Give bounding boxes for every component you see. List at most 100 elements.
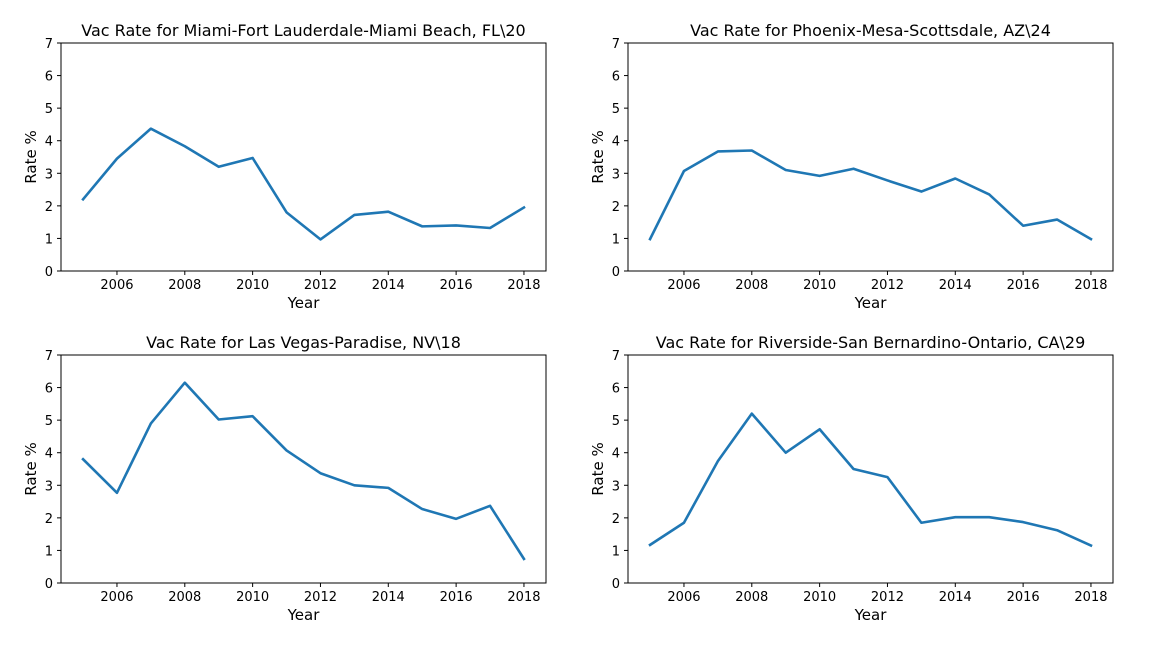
y-axis-label: Rate %	[22, 130, 40, 183]
x-tick-label: 2010	[236, 278, 269, 293]
data-point	[852, 467, 856, 471]
x-tick-label: 2014	[939, 278, 972, 293]
x-tick-label: 2018	[1074, 278, 1107, 293]
chart-title: Vac Rate for Phoenix-Mesa-Scottsdale, AZ…	[690, 21, 1051, 40]
data-point	[217, 165, 221, 169]
data-point	[953, 177, 957, 181]
x-tick-label: 2012	[304, 590, 337, 605]
y-tick-label: 7	[612, 37, 620, 52]
data-point	[81, 197, 85, 201]
data-point	[1055, 528, 1059, 532]
data-point	[149, 421, 153, 425]
data-point	[217, 417, 221, 421]
y-tick-label: 7	[612, 349, 620, 364]
x-tick-label: 2016	[1007, 590, 1040, 605]
y-tick-label: 3	[45, 167, 53, 182]
y-tick-label: 1	[45, 232, 53, 247]
data-point	[420, 507, 424, 511]
x-tick-label: 2016	[1007, 278, 1040, 293]
data-point	[386, 210, 390, 214]
x-tick-label: 2014	[372, 278, 405, 293]
data-point	[115, 491, 119, 495]
y-tick-label: 3	[612, 167, 620, 182]
data-point	[818, 427, 822, 431]
data-point	[987, 515, 991, 519]
data-point	[488, 226, 492, 230]
x-axis-label: Year	[287, 294, 321, 312]
x-axis-label: Year	[854, 606, 888, 624]
x-axis-label: Year	[854, 294, 888, 312]
data-point	[420, 224, 424, 228]
series-line	[81, 381, 526, 561]
subplot-3: Vac Rate for Las Vegas-Paradise, NV\18 20…	[22, 333, 547, 624]
chart-title: Vac Rate for Miami-Fort Lauderdale-Miami…	[81, 21, 525, 40]
x-tick-label: 2006	[100, 590, 133, 605]
y-axis-label: Rate %	[589, 442, 607, 495]
y-tick-label: 4	[612, 135, 620, 150]
y-tick-label: 5	[612, 414, 620, 429]
y-tick-label: 2	[612, 512, 620, 527]
data-point	[318, 471, 322, 475]
y-tick-label: 4	[612, 447, 620, 462]
x-axis-label: Year	[287, 606, 321, 624]
y-tick-label: 0	[45, 265, 53, 280]
data-point	[784, 168, 788, 172]
plot-frame	[627, 354, 1114, 584]
y-tick-label: 6	[45, 382, 53, 397]
series-line	[648, 149, 1093, 241]
data-point	[318, 237, 322, 241]
chart-title: Vac Rate for Las Vegas-Paradise, NV\18	[146, 333, 461, 352]
y-tick-label: 2	[612, 200, 620, 215]
x-tick-label: 2006	[100, 278, 133, 293]
data-point	[183, 381, 187, 385]
chart-title: Vac Rate for Riverside-San Bernardino-On…	[656, 333, 1086, 352]
data-point	[682, 521, 686, 525]
y-tick-label: 7	[45, 37, 53, 52]
data-point	[750, 412, 754, 416]
data-point	[285, 210, 289, 214]
y-tick-label: 5	[45, 414, 53, 429]
y-tick-label: 4	[45, 447, 53, 462]
data-point	[818, 174, 822, 178]
data-point	[285, 448, 289, 452]
y-tick-label: 2	[45, 512, 53, 527]
y-tick-label: 5	[612, 102, 620, 117]
x-tick-label: 2010	[803, 278, 836, 293]
data-point	[352, 213, 356, 217]
y-tick-label: 4	[45, 135, 53, 150]
data-point	[953, 515, 957, 519]
x-tick-label: 2008	[168, 278, 201, 293]
data-point	[682, 169, 686, 173]
x-tick-label: 2014	[939, 590, 972, 605]
data-point	[919, 190, 923, 194]
data-point	[750, 148, 754, 152]
data-point	[1055, 218, 1059, 222]
y-tick-label: 0	[612, 577, 620, 592]
data-point	[1089, 237, 1093, 241]
data-point	[454, 517, 458, 521]
x-tick-label: 2006	[667, 590, 700, 605]
data-point	[716, 459, 720, 463]
x-tick-label: 2018	[507, 590, 540, 605]
y-tick-label: 1	[45, 544, 53, 559]
data-point	[251, 156, 255, 160]
x-tick-label: 2016	[440, 278, 473, 293]
data-point	[885, 475, 889, 479]
series-line	[648, 412, 1093, 548]
y-tick-label: 1	[612, 232, 620, 247]
data-point	[885, 178, 889, 182]
data-point	[183, 144, 187, 148]
data-point	[648, 237, 652, 241]
y-tick-label: 6	[612, 382, 620, 397]
y-tick-label: 2	[45, 200, 53, 215]
subplot-1: Vac Rate for Miami-Fort Lauderdale-Miami…	[22, 21, 547, 312]
x-tick-label: 2006	[667, 278, 700, 293]
x-tick-label: 2012	[304, 278, 337, 293]
plot-frame	[60, 354, 547, 584]
x-tick-label: 2016	[440, 590, 473, 605]
data-point	[488, 504, 492, 508]
x-tick-label: 2008	[735, 590, 768, 605]
x-tick-label: 2012	[871, 278, 904, 293]
